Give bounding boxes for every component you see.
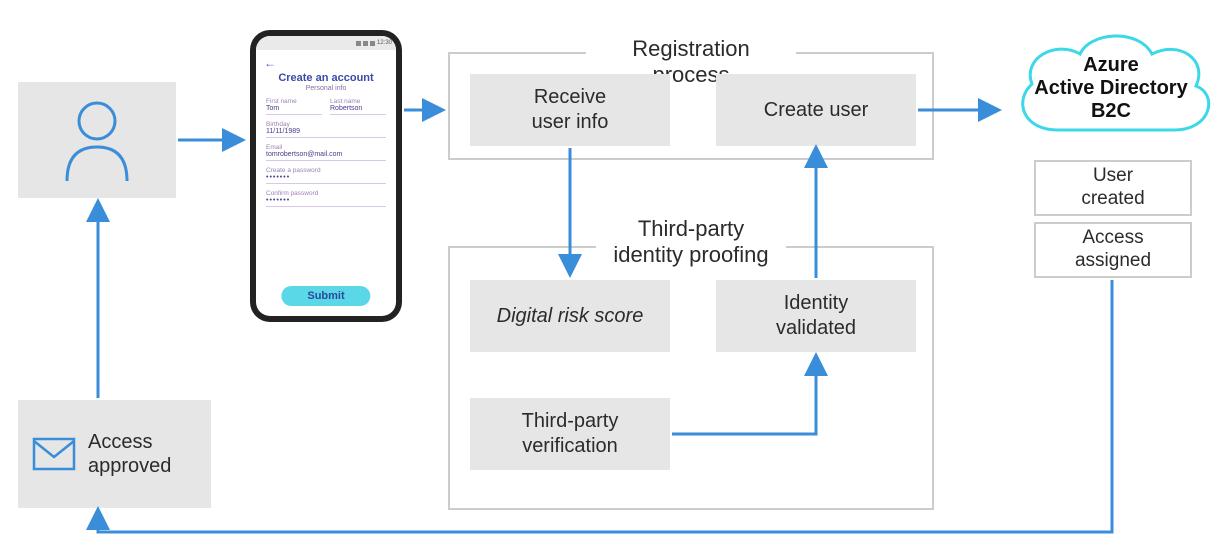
diagram-canvas: 12:30 ← Create an account Personal info … [0,0,1231,546]
phone-screen: 12:30 ← Create an account Personal info … [256,36,396,316]
user-created-line1: User [1093,165,1133,186]
validated-line1: Identity [784,292,848,314]
phone-form-subtitle: Personal info [256,85,396,92]
cloud-label: Azure Active Directory B2C [1004,54,1218,123]
phone-back-arrow-icon[interactable]: ← [264,56,276,70]
proofing-title-line2: identity proofing [613,242,768,267]
receive-user-info-box: Receive user info [470,74,670,146]
third-party-verification-box: Third-party verification [470,398,670,470]
cloud-line1: Azure [1083,54,1139,76]
proofing-title: Third-party identity proofing [596,216,786,269]
risk-label: Digital risk score [491,300,650,333]
email-label: Email [266,144,386,151]
confirm-label: Confirm password [266,190,386,197]
azure-cloud: Azure Active Directory B2C [1004,26,1218,152]
cloud-line3: B2C [1091,100,1131,122]
digital-risk-score-box: Digital risk score [470,280,670,352]
phone-mockup: 12:30 ← Create an account Personal info … [250,30,402,322]
phone-status-bar: 12:30 [256,36,396,50]
receive-line2: user info [532,111,609,133]
create-user-box: Create user [716,74,916,146]
email-value[interactable]: tomrobertson@mail.com [266,151,386,161]
verify-line2: verification [522,435,618,457]
create-user-label: Create user [758,94,875,127]
access-assigned-line1: Access [1082,227,1143,248]
first-name-value[interactable]: Tom [266,105,322,115]
user-outline-icon [57,95,137,185]
access-line2: approved [88,455,171,477]
access-line1: Access [88,431,152,453]
phone-status-time: 12:30 [377,40,392,46]
verify-line1: Third-party [522,410,619,432]
mail-icon [32,437,76,471]
access-assigned-line2: assigned [1075,250,1151,271]
submit-button[interactable]: Submit [281,286,370,306]
first-name-label: First name [266,98,322,105]
birthday-value[interactable]: 11/11/1989 [266,128,386,138]
user-box [18,82,176,198]
user-created-box: Usercreated [1034,160,1192,216]
identity-validated-box: Identity validated [716,280,916,352]
validated-line2: validated [776,317,856,339]
password-value[interactable]: ••••••• [266,174,386,184]
birthday-label: Birthday [266,121,386,128]
confirm-value[interactable]: ••••••• [266,197,386,207]
last-name-label: Last name [330,98,386,105]
receive-line1: Receive [534,86,606,108]
user-created-line2: created [1081,188,1144,209]
access-approved-box: Access approved [18,400,211,508]
proofing-title-line1: Third-party [638,216,744,241]
password-label: Create a password [266,167,386,174]
access-assigned-box: Accessassigned [1034,222,1192,278]
cloud-line2: Active Directory [1034,77,1187,99]
phone-form-title: Create an account [256,72,396,84]
last-name-value[interactable]: Robertson [330,105,386,115]
